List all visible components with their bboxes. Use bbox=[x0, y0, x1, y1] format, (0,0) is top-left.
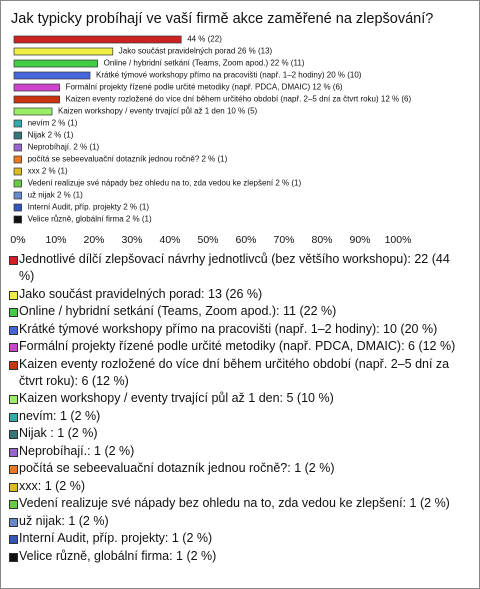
legend-label: xxx: 1 (2 %) bbox=[19, 478, 85, 493]
bar-label: Krátké týmové workshopy přímo na pracovi… bbox=[96, 71, 362, 80]
bar-label: Nijak 2 % (1) bbox=[28, 131, 74, 140]
bar-label: nevím 2 % (1) bbox=[28, 119, 78, 128]
legend-label: Interní Audit, příp. projekty: 1 (2 %) bbox=[19, 531, 213, 545]
legend-item: Jednotlivé dílčí zlepšovací návrhy jedno… bbox=[9, 251, 464, 285]
x-tick-label: 100% bbox=[385, 234, 412, 246]
legend-item: Nijak : 1 (2 %) bbox=[9, 425, 464, 442]
bar-label: počítá se sebeevaluační dotazník jednou … bbox=[28, 155, 228, 164]
legend-item: Neprobíhají.: 1 (2 %) bbox=[9, 443, 464, 460]
legend-label: počítá se sebeevaluační dotazník jednou … bbox=[19, 461, 335, 475]
legend-label: Nijak : 1 (2 %) bbox=[19, 426, 98, 440]
bar bbox=[13, 47, 114, 56]
legend-label: Neprobíhají.: 1 (2 %) bbox=[19, 443, 135, 458]
legend-swatch bbox=[9, 412, 18, 422]
legend-swatch bbox=[9, 360, 18, 370]
bar bbox=[13, 95, 60, 104]
legend-item: xxx: 1 (2 %) bbox=[9, 478, 464, 495]
legend-swatch bbox=[9, 517, 18, 527]
chart: Jak typicky probíhají ve vaší firmě akce… bbox=[10, 11, 433, 246]
x-tick-label: 20% bbox=[83, 234, 104, 246]
bar-label: už nijak 2 % (1) bbox=[28, 191, 83, 200]
legend-label: už nijak: 1 (2 %) bbox=[19, 513, 109, 528]
legend-swatch bbox=[9, 500, 18, 509]
legend-swatch bbox=[9, 256, 18, 265]
legend-item: Kaizen workshopy / eventy trvající půl a… bbox=[9, 390, 464, 407]
bar bbox=[13, 155, 22, 164]
x-tick-label: 70% bbox=[273, 234, 294, 246]
bar bbox=[13, 203, 22, 212]
legend-swatch bbox=[9, 552, 18, 562]
legend-label: Krátké týmové workshopy přímo na pracovi… bbox=[19, 321, 438, 336]
x-tick-label: 60% bbox=[235, 234, 256, 246]
legend-swatch bbox=[9, 482, 18, 492]
bar bbox=[13, 83, 60, 92]
bar bbox=[13, 131, 22, 140]
bar bbox=[13, 71, 91, 80]
bar bbox=[13, 59, 98, 68]
bar-label: Neprobíhají. 2 % (1) bbox=[28, 143, 100, 152]
legend-swatch bbox=[9, 430, 18, 439]
bar-label: Kaizen eventy rozložené do více dní běhe… bbox=[66, 95, 412, 104]
bar-label: Velice různě, globální firma 2 % (1) bbox=[28, 215, 152, 224]
legend-label: Formální projekty řízené podle určité me… bbox=[19, 339, 456, 353]
legend-item: Formální projekty řízené podle určité me… bbox=[9, 338, 464, 355]
x-tick-label: 90% bbox=[349, 234, 370, 246]
bar bbox=[13, 191, 22, 200]
legend-label: Jednotlivé dílčí zlepšovací návrhy jedno… bbox=[19, 252, 450, 283]
legend-label: Vedení realizuje své nápady bez ohledu n… bbox=[19, 496, 450, 510]
legend-label: Kaizen workshopy / eventy trvající půl a… bbox=[19, 391, 334, 405]
bar-label: Interní Audit, příp. projekty 2 % (1) bbox=[28, 203, 150, 212]
legend-swatch bbox=[9, 465, 18, 474]
bar-label: Kaizen workshopy / eventy trvající půl a… bbox=[58, 107, 258, 116]
legend-item: Jako součást pravidelných porad: 13 (26 … bbox=[9, 286, 464, 303]
bar bbox=[13, 107, 53, 116]
bar bbox=[13, 167, 22, 176]
bar-label: xxx 2 % (1) bbox=[28, 167, 68, 176]
legend-item: Interní Audit, příp. projekty: 1 (2 %) bbox=[9, 530, 464, 547]
legend-label: nevím: 1 (2 %) bbox=[19, 408, 101, 423]
legend-item: už nijak: 1 (2 %) bbox=[9, 513, 464, 530]
legend-swatch bbox=[9, 325, 18, 335]
bar-label: Vedení realizuje své nápady bez ohledu n… bbox=[28, 179, 302, 188]
legend-item: počítá se sebeevaluační dotazník jednou … bbox=[9, 460, 464, 477]
bar bbox=[13, 179, 22, 188]
legend-label: Jako součást pravidelných porad: 13 (26 … bbox=[19, 286, 263, 301]
x-tick-label: 10% bbox=[45, 234, 66, 246]
legend-item: Velice různě, globální firma: 1 (2 %) bbox=[9, 548, 464, 565]
bar-label: 44 % (22) bbox=[187, 35, 222, 44]
x-tick-label: 40% bbox=[159, 234, 180, 246]
legend-item: Krátké týmové workshopy přímo na pracovi… bbox=[9, 321, 464, 338]
legend: Jednotlivé dílčí zlepšovací návrhy jedno… bbox=[9, 251, 464, 565]
bar-label: Jako součást pravidelných porad 26 % (13… bbox=[119, 47, 273, 56]
legend-item: Vedení realizuje své nápady bez ohledu n… bbox=[9, 495, 464, 512]
x-tick-label: 50% bbox=[197, 234, 218, 246]
legend-label: Kaizen eventy rozložené do více dní běhe… bbox=[19, 356, 450, 388]
legend-item: Online / hybridní setkání (Teams, Zoom a… bbox=[9, 303, 464, 320]
bar-label: Online / hybridní setkání (Teams, Zoom a… bbox=[104, 59, 305, 68]
legend-swatch bbox=[9, 343, 18, 352]
x-tick-label: 30% bbox=[121, 234, 142, 246]
legend-swatch bbox=[9, 447, 18, 457]
x-tick-label: 80% bbox=[311, 234, 332, 246]
legend-swatch bbox=[9, 290, 18, 300]
bar-label: Formální projekty řízené podle určité me… bbox=[66, 83, 343, 92]
legend-item: Kaizen eventy rozložené do více dní běhe… bbox=[9, 356, 464, 390]
legend-swatch bbox=[9, 308, 18, 317]
legend-swatch bbox=[9, 395, 18, 404]
legend-swatch bbox=[9, 535, 18, 544]
bar bbox=[13, 35, 182, 44]
legend-label: Velice různě, globální firma: 1 (2 %) bbox=[19, 548, 217, 563]
bar bbox=[13, 143, 22, 152]
x-tick-label: 0% bbox=[10, 234, 25, 246]
chart-title: Jak typicky probíhají ve vaší firmě akce… bbox=[11, 11, 433, 27]
legend-label: Online / hybridní setkání (Teams, Zoom a… bbox=[19, 304, 337, 318]
legend-item: nevím: 1 (2 %) bbox=[9, 408, 464, 425]
bar bbox=[13, 215, 22, 224]
bar bbox=[13, 119, 22, 128]
